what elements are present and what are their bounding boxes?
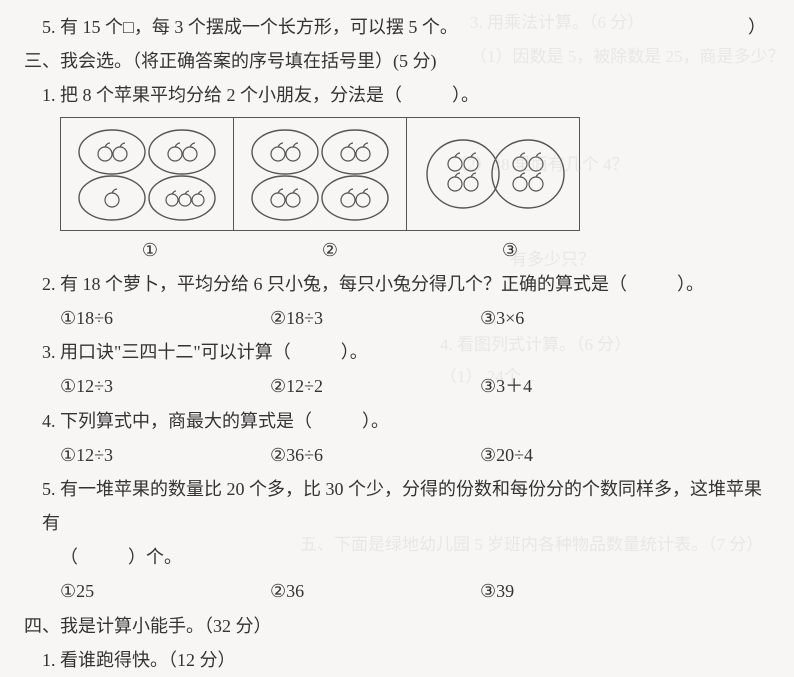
section4-title: 四、我是计算小能手。（32 分） bbox=[24, 609, 770, 643]
q1-cell-1 bbox=[61, 117, 234, 230]
q5-opt1: ①25 bbox=[60, 574, 270, 608]
q3-text: 3. 用口诀"三四十二"可以计算（ bbox=[42, 342, 291, 362]
q2-opt3: ③3×6 bbox=[480, 301, 524, 335]
q3-opt1: ①12÷3 bbox=[60, 369, 270, 403]
q2-line: 2. 有 18 个萝卜，平均分给 6 只小兔，每只小兔分得几个？正确的算式是（ ）… bbox=[24, 267, 770, 301]
q1-after: ）。 bbox=[452, 85, 479, 105]
q1-cell-2 bbox=[234, 117, 407, 230]
q4-1-text: 1. 看谁跑得快。（12 分） bbox=[24, 643, 770, 677]
q3-line: 3. 用口诀"三四十二"可以计算（ ）。 bbox=[24, 335, 770, 369]
q1-opt1: ① bbox=[60, 233, 240, 267]
q3-opts: ①12÷3 ②12÷2 ③3＋4 bbox=[24, 369, 770, 403]
section3-title: 三、我会选。（将正确答案的序号填在括号里）(5 分) bbox=[24, 44, 770, 78]
q1-diagram bbox=[60, 117, 580, 231]
q5-paren-close: ）个。 bbox=[128, 547, 182, 567]
prev-q5: 5. 有 15 个□，每 3 个摆成一个长方形，可以摆 5 个。 ） bbox=[24, 10, 770, 44]
prev-q5-paren: ） bbox=[748, 10, 770, 44]
q1-option-labels: ① ② ③ bbox=[24, 233, 600, 267]
q1-opt3: ③ bbox=[420, 233, 600, 267]
q4-opt3: ③20÷4 bbox=[480, 438, 533, 472]
q5-line1: 5. 有一堆苹果的数量比 20 个多，比 30 个少，分得的份数和每份分的个数同… bbox=[24, 472, 770, 540]
q2-opt1: ①18÷6 bbox=[60, 301, 270, 335]
q1-opt2: ② bbox=[240, 233, 420, 267]
q2-after: ）。 bbox=[677, 274, 704, 294]
q3-after: ）。 bbox=[341, 342, 368, 362]
q3-opt2: ②12÷2 bbox=[270, 369, 480, 403]
q1-line: 1. 把 8 个苹果平均分给 2 个小朋友，分法是（ ）。 bbox=[24, 78, 770, 112]
q2-opt2: ②18÷3 bbox=[270, 301, 480, 335]
q5-opt2: ②36 bbox=[270, 574, 480, 608]
q5-opts: ①25 ②36 ③39 bbox=[24, 574, 770, 608]
page-content: 5. 有 15 个□，每 3 个摆成一个长方形，可以摆 5 个。 ） 三、我会选… bbox=[0, 0, 794, 677]
q4-text: 4. 下列算式中，商最大的算式是（ bbox=[42, 411, 312, 431]
q5-paren-open: （ bbox=[60, 547, 78, 567]
q4-opt2: ②36÷6 bbox=[270, 438, 480, 472]
q1-cell-3 bbox=[407, 117, 580, 230]
q5-line2: （ ）个。 bbox=[24, 540, 770, 574]
prev-q5-text: 5. 有 15 个□，每 3 个摆成一个长方形，可以摆 5 个。 bbox=[42, 17, 458, 37]
q4-opts: ①12÷3 ②36÷6 ③20÷4 bbox=[24, 438, 770, 472]
q4-opt1: ①12÷3 bbox=[60, 438, 270, 472]
q4-after: ）。 bbox=[362, 411, 389, 431]
q2-opts: ①18÷6 ②18÷3 ③3×6 bbox=[24, 301, 770, 335]
q4-line: 4. 下列算式中，商最大的算式是（ ）。 bbox=[24, 404, 770, 438]
q3-opt3: ③3＋4 bbox=[480, 369, 532, 403]
q1-text: 1. 把 8 个苹果平均分给 2 个小朋友，分法是（ bbox=[42, 85, 402, 105]
q5-opt3: ③39 bbox=[480, 574, 514, 608]
q2-text: 2. 有 18 个萝卜，平均分给 6 只小兔，每只小兔分得几个？正确的算式是（ bbox=[42, 274, 627, 294]
